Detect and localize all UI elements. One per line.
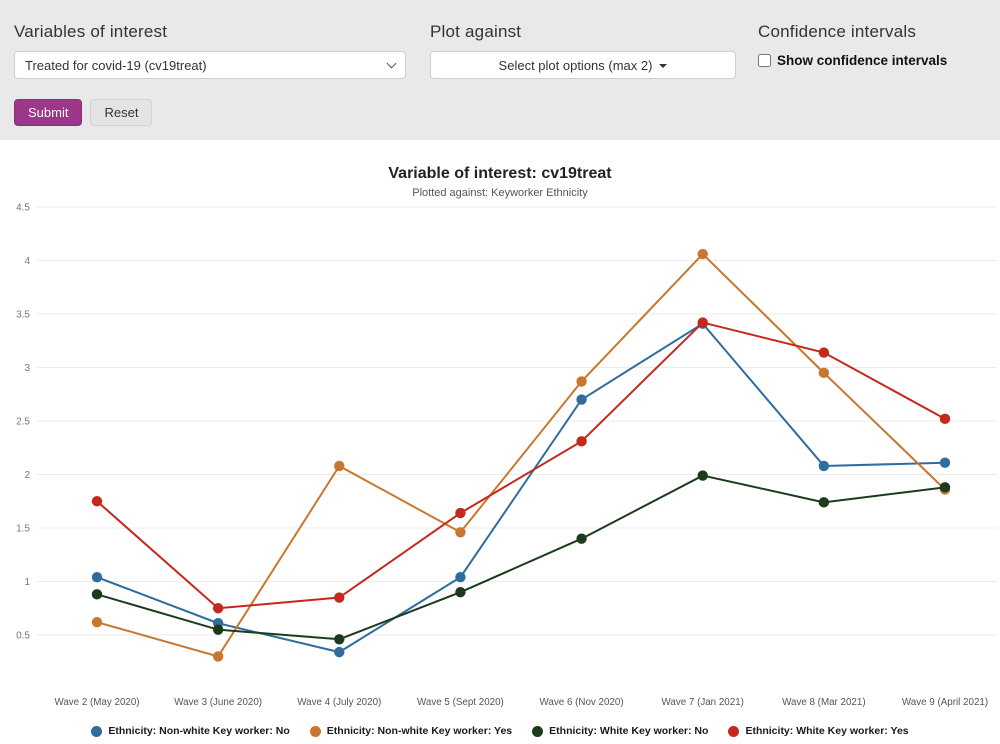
series-line bbox=[96, 322, 946, 654]
series-line bbox=[96, 474, 946, 641]
x-tick-label: Wave 5 (Sept 2020) bbox=[417, 697, 504, 708]
data-point bbox=[818, 367, 830, 379]
plot-against-label: Plot against bbox=[430, 22, 522, 41]
legend-dot-icon bbox=[532, 725, 544, 737]
control-panel: Variables of interest Treated for covid-… bbox=[0, 0, 1000, 140]
legend-label: Ethnicity: Non-white Key worker: Yes bbox=[326, 725, 513, 737]
chart-area: Variable of interest: cv19treat Plotted … bbox=[0, 140, 1000, 744]
show-ci-label[interactable]: Show confidence intervals bbox=[777, 53, 948, 68]
variables-select[interactable]: Treated for covid-19 (cv19treat) bbox=[14, 51, 406, 79]
data-point bbox=[818, 460, 830, 472]
form-buttons: Submit Reset bbox=[14, 99, 153, 126]
legend-label: Ethnicity: White Key worker: Yes bbox=[745, 725, 909, 737]
y-tick-label: 1.5 bbox=[16, 524, 30, 535]
show-ci-checkbox[interactable] bbox=[758, 54, 771, 67]
x-tick-label: Wave 3 (June 2020) bbox=[174, 697, 262, 708]
data-point bbox=[576, 436, 587, 447]
legend-label: Ethnicity: White Key worker: No bbox=[549, 725, 709, 737]
confidence-intervals-heading: Confidence intervals bbox=[758, 22, 917, 41]
data-point bbox=[697, 470, 708, 481]
data-point bbox=[334, 646, 345, 658]
x-tick-label: Wave 4 (July 2020) bbox=[297, 697, 381, 708]
data-point bbox=[818, 347, 830, 358]
variables-of-interest-label: Variables of interest bbox=[14, 22, 168, 41]
data-point bbox=[697, 317, 708, 328]
reset-button[interactable]: Reset bbox=[90, 99, 153, 126]
legend-dot-icon bbox=[91, 725, 103, 737]
confidence-intervals-section: Confidence intervals Show confidence int… bbox=[758, 22, 988, 68]
data-point bbox=[576, 376, 587, 387]
y-tick-label: 4.5 bbox=[16, 203, 30, 214]
plot-options-dropdown-button[interactable]: Select plot options (max 2) bbox=[430, 51, 736, 79]
data-point bbox=[212, 651, 224, 662]
data-point bbox=[939, 457, 951, 468]
y-tick-label: 2 bbox=[24, 470, 30, 481]
data-point bbox=[91, 496, 103, 507]
variables-of-interest-section: Variables of interest Treated for covid-… bbox=[14, 22, 406, 126]
chart-legend: Ethnicity: Non-white Key worker: No Ethni… bbox=[0, 725, 1000, 737]
legend-label: Ethnicity: Non-white Key worker: No bbox=[108, 725, 290, 737]
legend-item: Ethnicity: White Key worker: No bbox=[532, 725, 708, 737]
data-point bbox=[334, 592, 345, 603]
series-line bbox=[96, 321, 946, 610]
x-tick-label: Wave 8 (Mar 2021) bbox=[782, 697, 865, 708]
show-ci-row: Show confidence intervals bbox=[758, 53, 988, 68]
data-point bbox=[939, 413, 951, 425]
chevron-down-icon bbox=[386, 58, 397, 68]
y-tick-label: 4 bbox=[24, 256, 30, 267]
y-tick-label: 0.5 bbox=[16, 631, 30, 642]
x-tick-label: Wave 6 (Nov 2020) bbox=[540, 697, 624, 708]
line-chart: 4.5 4 3.5 3 2.5 2 1.5 1 0.5 Wave 2 (May 2020) Wave… bbox=[16, 203, 997, 708]
legend-item: Ethnicity: Non-white Key worker: No bbox=[91, 725, 290, 737]
data-point bbox=[212, 603, 224, 614]
data-point bbox=[455, 572, 466, 583]
y-tick-label: 3 bbox=[24, 363, 30, 374]
y-tick-label: 2.5 bbox=[16, 417, 30, 428]
x-tick-label: Wave 9 (April 2021) bbox=[902, 697, 988, 708]
data-point bbox=[334, 460, 345, 472]
legend-dot-icon bbox=[728, 725, 740, 737]
data-point bbox=[455, 507, 466, 519]
plot-options-dropdown-label: Select plot options (max 2) bbox=[498, 57, 653, 73]
legend-item: Ethnicity: White Key worker: Yes bbox=[728, 725, 909, 737]
caret-down-icon bbox=[659, 64, 668, 68]
data-point bbox=[455, 527, 466, 538]
data-point bbox=[91, 572, 103, 583]
data-point bbox=[334, 634, 345, 645]
variables-select-value: Treated for covid-19 (cv19treat) bbox=[25, 57, 207, 73]
y-tick-label: 3.5 bbox=[16, 310, 30, 321]
chart-subtitle: Plotted against: Keyworker Ethnicity bbox=[412, 187, 588, 199]
data-point bbox=[939, 482, 951, 493]
data-point bbox=[91, 589, 103, 600]
data-point bbox=[455, 587, 466, 598]
x-tick-label: Wave 2 (May 2020) bbox=[54, 697, 139, 708]
plot-against-section: Plot against Select plot options (max 2) bbox=[430, 22, 736, 79]
data-point bbox=[697, 248, 708, 260]
data-point bbox=[212, 624, 224, 635]
legend-dot-icon bbox=[309, 725, 321, 737]
submit-button[interactable]: Submit bbox=[14, 99, 83, 126]
data-point bbox=[818, 497, 830, 508]
x-tick-label: Wave 7 (Jan 2021) bbox=[662, 697, 744, 708]
series-line bbox=[96, 252, 946, 658]
chart-title: Variable of interest: cv19treat bbox=[388, 165, 612, 182]
legend-item: Ethnicity: Non-white Key worker: Yes bbox=[309, 725, 513, 737]
data-point bbox=[576, 533, 587, 544]
y-tick-label: 1 bbox=[24, 577, 30, 588]
data-point bbox=[576, 394, 587, 405]
data-point bbox=[91, 616, 103, 628]
